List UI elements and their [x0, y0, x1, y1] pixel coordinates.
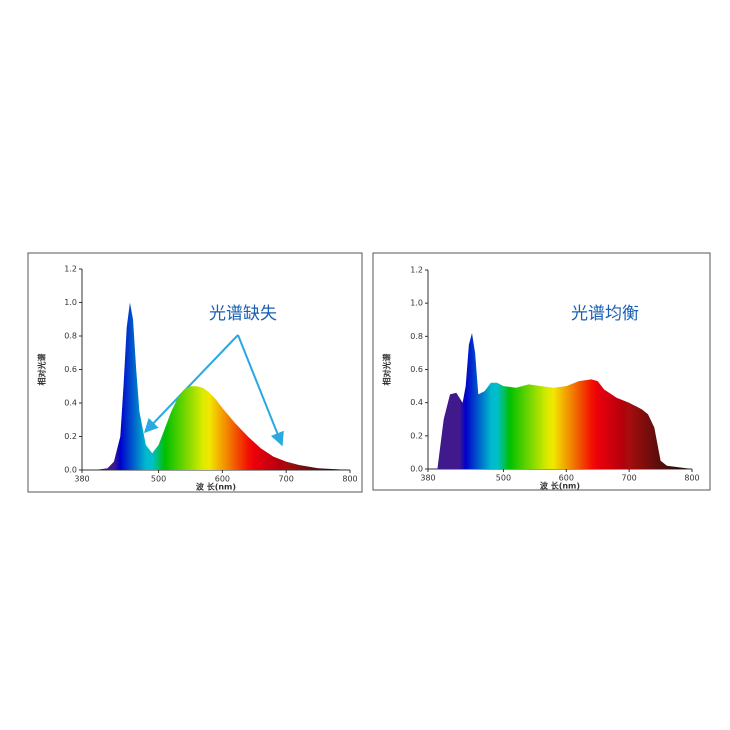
x-axis-label: 波 长(nm) [540, 481, 580, 491]
y-tick-label: 1.0 [64, 298, 77, 307]
x-axis-label: 波 长(nm) [196, 482, 236, 492]
spectrum-area [428, 333, 692, 469]
x-tick-label: 500 [151, 475, 166, 484]
x-tick-label: 800 [342, 475, 357, 484]
y-tick-label: 0.2 [410, 431, 423, 440]
arrows [144, 334, 284, 447]
y-axis-label: 相对光谱 [37, 354, 47, 386]
y-tick-label: 0.6 [64, 365, 77, 374]
annotation: 光谱缺失 [209, 304, 277, 324]
y-tick-label: 0.0 [64, 466, 77, 475]
y-tick-label: 0.8 [64, 332, 77, 341]
annotation: 光谱均衡 [571, 304, 639, 324]
y-tick-label: 1.2 [410, 266, 423, 275]
x-tick-label: 700 [622, 474, 637, 483]
y-tick-label: 1.2 [64, 265, 77, 274]
y-tick-label: 0.8 [410, 332, 423, 341]
y-tick-label: 0.4 [64, 399, 77, 408]
x-tick-label: 700 [279, 475, 294, 484]
x-tick-label: 600 [215, 475, 230, 484]
x-tick-label: 800 [684, 474, 699, 483]
x-tick-label: 380 [420, 474, 435, 483]
x-tick-label: 500 [496, 474, 511, 483]
x-tick-label: 380 [74, 475, 89, 484]
y-tick-label: 0.4 [410, 398, 423, 407]
y-tick-label: 0.2 [64, 432, 77, 441]
y-tick-label: 0.0 [410, 465, 423, 474]
y-axis-label: 相对光谱 [382, 354, 392, 386]
y-tick-label: 0.6 [410, 365, 423, 374]
frame [372, 252, 711, 491]
spectrum-area [82, 302, 350, 470]
x-tick-label: 600 [559, 474, 574, 483]
frame [27, 252, 363, 493]
y-tick-label: 1.0 [410, 299, 423, 308]
